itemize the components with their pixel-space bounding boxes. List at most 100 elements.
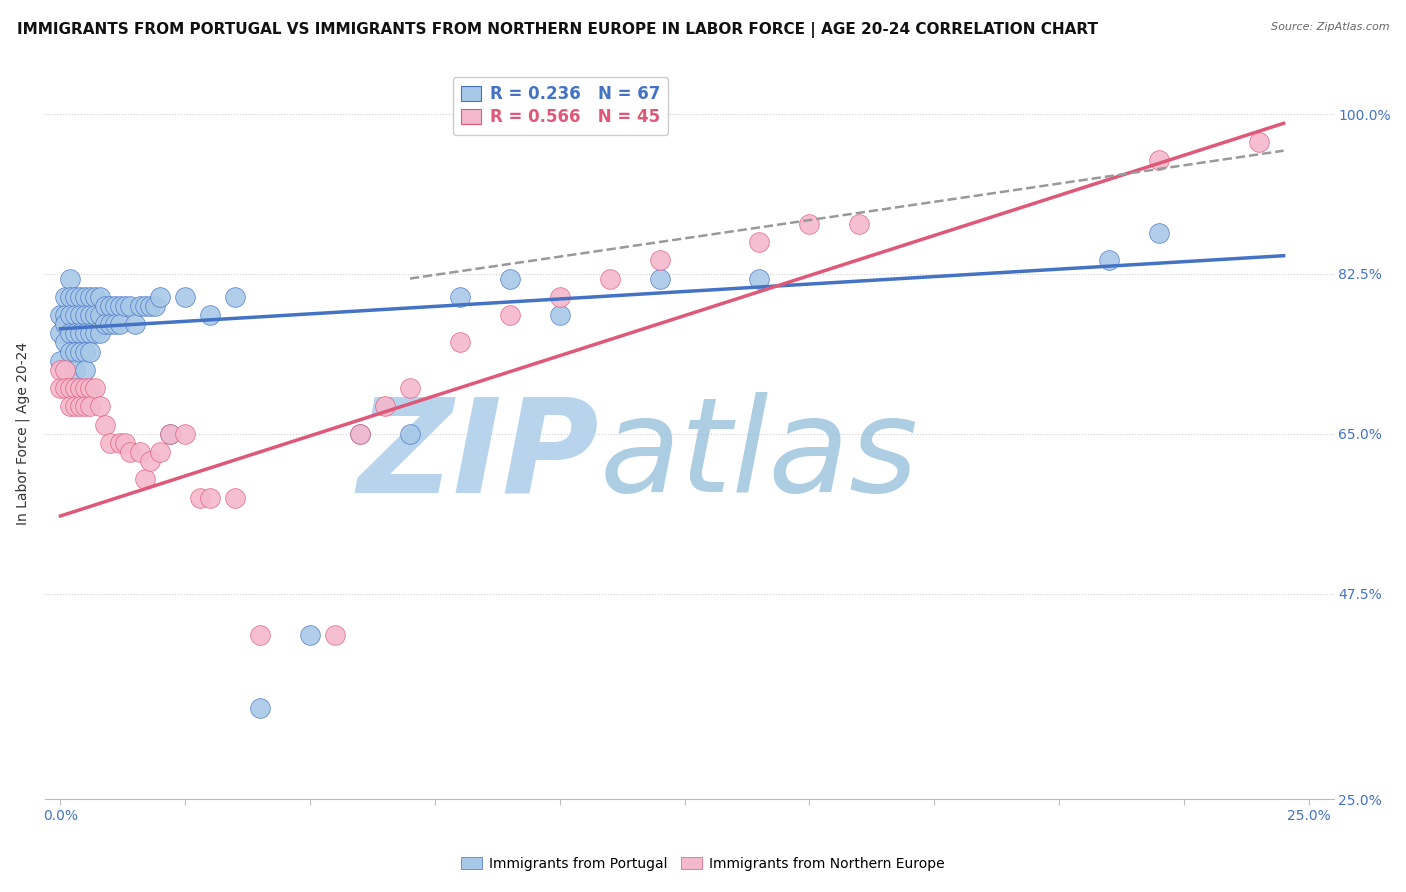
Point: [114, 299, 136, 313]
Point: [59, 271, 82, 285]
Point: [188, 491, 211, 505]
Point: [59, 400, 82, 414]
Point: [75, 326, 97, 341]
Point: [79, 326, 101, 341]
Point: [174, 290, 197, 304]
Point: [249, 700, 271, 714]
Point: [110, 436, 132, 450]
Point: [55, 363, 77, 377]
Point: [1147, 153, 1170, 167]
Point: [89, 290, 111, 304]
Point: [84, 326, 107, 341]
Point: [65, 308, 87, 322]
Point: [648, 253, 671, 268]
Point: [200, 491, 222, 505]
Point: [499, 308, 522, 322]
Point: [499, 271, 522, 285]
Point: [104, 299, 127, 313]
Point: [114, 436, 136, 450]
Legend: Immigrants from Portugal, Immigrants from Northern Europe: Immigrants from Portugal, Immigrants fro…: [456, 851, 950, 876]
Point: [224, 491, 246, 505]
Point: [65, 363, 87, 377]
Point: [94, 317, 117, 331]
Point: [75, 344, 97, 359]
Point: [59, 381, 82, 395]
Point: [120, 445, 142, 459]
Point: [139, 299, 162, 313]
Point: [399, 426, 422, 441]
Point: [548, 308, 571, 322]
Point: [65, 326, 87, 341]
Point: [449, 290, 471, 304]
Point: [100, 317, 122, 331]
Point: [79, 381, 101, 395]
Point: [100, 436, 122, 450]
Point: [159, 426, 181, 441]
Point: [200, 308, 222, 322]
Text: ZIP: ZIP: [357, 392, 599, 519]
Point: [399, 381, 422, 395]
Point: [49, 326, 72, 341]
Point: [75, 290, 97, 304]
Point: [548, 290, 571, 304]
Point: [349, 426, 371, 441]
Point: [374, 400, 396, 414]
Point: [84, 308, 107, 322]
Point: [249, 628, 271, 642]
Point: [69, 344, 91, 359]
Point: [65, 290, 87, 304]
Point: [59, 344, 82, 359]
Point: [748, 235, 770, 249]
Point: [94, 417, 117, 432]
Point: [55, 290, 77, 304]
Point: [89, 308, 111, 322]
Point: [134, 299, 156, 313]
Point: [143, 299, 166, 313]
Point: [75, 381, 97, 395]
Point: [49, 381, 72, 395]
Point: [139, 454, 162, 468]
Point: [449, 335, 471, 350]
Point: [149, 445, 172, 459]
Point: [94, 299, 117, 313]
Point: [120, 299, 142, 313]
Point: [1147, 226, 1170, 240]
Point: [75, 363, 97, 377]
Point: [79, 308, 101, 322]
Point: [65, 381, 87, 395]
Point: [59, 290, 82, 304]
Point: [129, 445, 152, 459]
Point: [69, 381, 91, 395]
Legend: R = 0.236   N = 67, R = 0.566   N = 45: R = 0.236 N = 67, R = 0.566 N = 45: [453, 77, 668, 135]
Point: [75, 308, 97, 322]
Point: [89, 326, 111, 341]
Point: [55, 317, 77, 331]
Point: [648, 271, 671, 285]
Point: [59, 308, 82, 322]
Point: [599, 271, 621, 285]
Point: [110, 299, 132, 313]
Point: [65, 400, 87, 414]
Point: [69, 400, 91, 414]
Point: [848, 217, 870, 231]
Text: IMMIGRANTS FROM PORTUGAL VS IMMIGRANTS FROM NORTHERN EUROPE IN LABOR FORCE | AGE: IMMIGRANTS FROM PORTUGAL VS IMMIGRANTS F…: [17, 22, 1098, 38]
Point: [79, 400, 101, 414]
Point: [174, 426, 197, 441]
Point: [55, 335, 77, 350]
Point: [49, 363, 72, 377]
Point: [349, 426, 371, 441]
Point: [100, 299, 122, 313]
Point: [79, 290, 101, 304]
Point: [49, 308, 72, 322]
Text: atlas: atlas: [599, 392, 918, 519]
Point: [84, 290, 107, 304]
Point: [104, 317, 127, 331]
Point: [69, 290, 91, 304]
Point: [65, 344, 87, 359]
Point: [323, 628, 346, 642]
Point: [1247, 135, 1270, 149]
Point: [748, 271, 770, 285]
Point: [55, 381, 77, 395]
Point: [69, 326, 91, 341]
Point: [69, 308, 91, 322]
